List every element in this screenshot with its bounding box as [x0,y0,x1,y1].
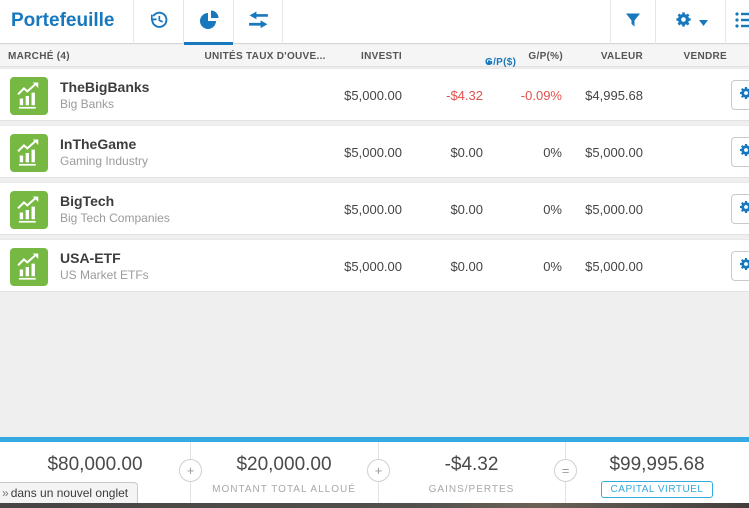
gain-loss-pct: 0% [543,145,562,160]
equity-summary: $99,995.68 CAPITAL VIRTUEL [565,454,749,498]
tab-transactions[interactable] [233,0,283,44]
gain-loss-usd: $0.00 [450,259,483,274]
column-header-unites[interactable]: UNITÉS [204,51,243,62]
list-view-icon [735,11,749,34]
market-logo-chart-icon [10,248,48,286]
gain-loss-pct: -0.09% [520,88,562,103]
market-name: USA-ETF [60,250,121,266]
current-value: $4,995.68 [585,88,643,103]
pie-chart-icon [197,8,221,37]
gain-loss-usd: -$4.32 [446,88,483,103]
tab-history[interactable] [133,0,183,44]
caret-down-icon [698,13,708,31]
market-subtitle: Big Tech Companies [60,211,170,225]
position-row[interactable]: BigTech Big Tech Companies $5,000.00 $0.… [0,182,749,235]
tab-portfolio-overview[interactable] [183,0,233,45]
gear-icon [738,85,749,106]
invested-value: $5,000.00 [344,202,402,217]
virtual-capital-badge: CAPITAL VIRTUEL [600,481,714,498]
transfer-arrows-icon [247,8,270,36]
gain-loss-usd: $0.00 [450,145,483,160]
bottom-edge-strip [0,503,749,508]
gain-loss-usd: $0.00 [450,202,483,217]
gear-icon [738,256,749,277]
current-value: $5,000.00 [585,259,643,274]
table-header: MARCHÉ (4) UNITÉS TAUX D'OUVE... INVESTI… [0,45,749,68]
status-text: dans un nouvel onglet [10,486,129,500]
market-name: InTheGame [60,136,137,152]
invested-value: $5,000.00 [344,88,402,103]
position-row[interactable]: InTheGame Gaming Industry $5,000.00 $0.0… [0,125,749,178]
position-settings-button[interactable] [731,80,749,110]
gear-icon [738,142,749,163]
market-name: BigTech [60,193,115,209]
plus-operator-icon: + [179,459,202,482]
gains-amount: -$4.32 [444,454,499,475]
position-settings-button[interactable] [731,194,749,224]
position-row[interactable]: TheBigBanks Big Banks $5,000.00 -$4.32 -… [0,68,749,121]
page-title: Portefeuille [11,10,115,31]
gain-loss-pct: 0% [543,202,562,217]
column-header-investi[interactable]: INVESTI [361,51,402,62]
market-subtitle: Gaming Industry [60,154,149,168]
available-amount: $80,000.00 [47,454,143,475]
gains-summary: -$4.32 GAINS/PERTES [378,454,565,495]
column-header-valeur[interactable]: VALEUR [600,51,643,62]
equals-operator-icon: = [554,459,577,482]
topbar: Portefeuille [0,0,749,45]
current-value: $5,000.00 [585,145,643,160]
plus-operator-icon: + [367,459,390,482]
positions-list: TheBigBanks Big Banks $5,000.00 -$4.32 -… [0,68,749,296]
browser-status-tooltip: » dans un nouvel onglet [0,482,139,503]
filter-button[interactable] [610,0,655,44]
gains-label: GAINS/PERTES [428,484,515,495]
current-value: $5,000.00 [585,202,643,217]
market-name: TheBigBanks [60,79,150,95]
column-header-vendre: VENDRE [683,51,727,62]
market-subtitle: US Market ETFs [60,268,149,282]
position-settings-button[interactable] [731,137,749,167]
market-logo-chart-icon [10,134,48,172]
position-settings-button[interactable] [731,251,749,281]
gear-icon [674,10,693,34]
filter-icon [624,11,642,34]
history-icon [147,8,170,36]
sort-ascending-icon: ▲ [485,57,494,66]
column-header-marche[interactable]: MARCHÉ (4) [8,51,70,62]
allocated-summary: $20,000.00 MONTANT TOTAL ALLOUÉ [190,454,378,495]
column-header-taux-ouverture[interactable]: TAUX D'OUVE... [246,51,326,62]
settings-button[interactable] [655,0,725,44]
position-row[interactable]: USA-ETF US Market ETFs $5,000.00 $0.00 0… [0,239,749,292]
allocated-amount: $20,000.00 [236,454,332,475]
invested-value: $5,000.00 [344,259,402,274]
invested-value: $5,000.00 [344,145,402,160]
status-fragment: » [2,486,9,500]
equity-amount: $99,995.68 [609,454,705,475]
list-view-button[interactable] [725,0,749,44]
gain-loss-pct: 0% [543,259,562,274]
gear-icon [738,199,749,220]
allocated-label: MONTANT TOTAL ALLOUÉ [212,484,356,495]
market-logo-chart-icon [10,191,48,229]
market-logo-chart-icon [10,77,48,115]
market-subtitle: Big Banks [60,97,115,111]
column-header-gp-pct[interactable]: G/P(%) [528,51,563,62]
